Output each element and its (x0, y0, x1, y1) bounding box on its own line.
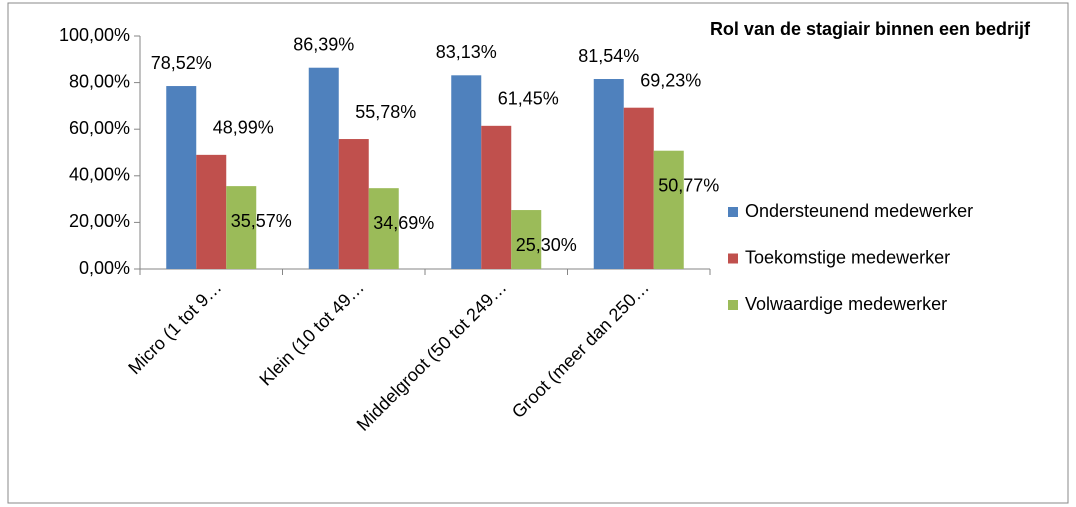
legend-swatch (728, 207, 738, 217)
y-tick-label: 100,00% (59, 25, 130, 45)
x-tick-label: Klein (10 tot 49… (255, 277, 367, 389)
data-label: 55,78% (355, 102, 416, 122)
y-tick-label: 20,00% (69, 211, 130, 231)
y-tick-label: 60,00% (69, 118, 130, 138)
data-label: 83,13% (436, 42, 497, 62)
data-label: 78,52% (151, 53, 212, 73)
chart-frame (7, 2, 1069, 504)
x-tick-label: Micro (1 tot 9… (124, 277, 225, 378)
bar (653, 150, 684, 269)
legend-label: Ondersteunend medewerker (745, 201, 973, 221)
data-label: 48,99% (213, 118, 274, 138)
bar (623, 107, 654, 270)
bar (593, 79, 624, 269)
y-tick-label: 0,00% (79, 258, 130, 278)
bar (308, 67, 339, 269)
bar (451, 75, 482, 269)
bar (481, 125, 512, 269)
data-label: 61,45% (498, 89, 559, 109)
x-tick-label: Groot (meer dan 250… (508, 277, 653, 422)
bar (511, 210, 542, 269)
data-label: 69,23% (640, 70, 701, 90)
bar (368, 188, 399, 269)
data-label: 81,54% (578, 46, 639, 66)
data-label: 50,77% (658, 175, 719, 195)
y-tick-label: 40,00% (69, 165, 130, 185)
chart-title: Rol van de stagiair binnen een bedrijf (710, 19, 1031, 39)
bar (166, 86, 197, 269)
x-tick-label: Middelgroot (50 tot 249… (353, 277, 511, 435)
bar (338, 139, 369, 269)
legend-swatch (728, 253, 738, 264)
data-label: 35,57% (231, 211, 292, 231)
bar (196, 154, 227, 269)
legend-label: Toekomstige medewerker (745, 247, 950, 267)
data-label: 25,30% (516, 235, 577, 255)
data-label: 34,69% (373, 213, 434, 233)
bar (226, 186, 257, 269)
legend-label: Volwaardige medewerker (745, 294, 947, 314)
y-tick-label: 80,00% (69, 71, 130, 91)
legend-swatch (728, 300, 738, 310)
data-label: 86,39% (293, 34, 354, 54)
